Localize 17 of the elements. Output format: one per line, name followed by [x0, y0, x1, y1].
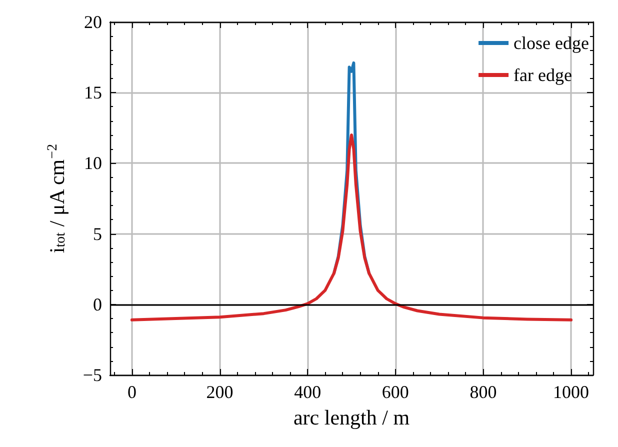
- y-tick-label: 0: [93, 294, 102, 314]
- y-tick-label: 5: [93, 224, 102, 244]
- x-tick-label: 200: [206, 382, 234, 402]
- legend-label: far edge: [514, 65, 572, 85]
- y-tick-label: 20: [84, 12, 102, 32]
- x-tick-label: 400: [294, 382, 322, 402]
- x-tick-label: 0: [127, 382, 136, 402]
- y-axis-title: itot / μA cm−2: [45, 144, 69, 254]
- x-tick-label: 600: [382, 382, 409, 402]
- y-tick-label: −5: [82, 365, 102, 385]
- legend-label: close edge: [514, 33, 590, 53]
- line-series: [130, 133, 573, 322]
- x-axis-title: arc length / m: [293, 406, 410, 430]
- y-tick-label: 15: [84, 82, 102, 103]
- y-tick-label: 10: [84, 153, 102, 174]
- x-tick-label: 800: [470, 382, 497, 402]
- x-tick-label: 1000: [553, 382, 590, 402]
